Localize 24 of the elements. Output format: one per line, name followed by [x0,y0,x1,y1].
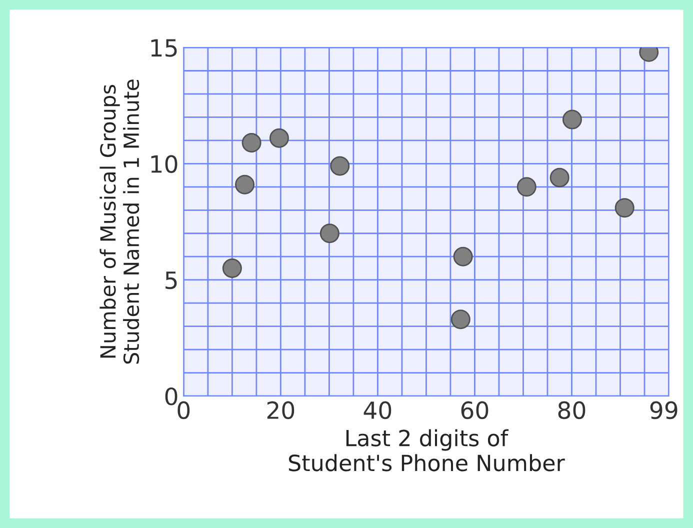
x-tick-label: 40 [364,401,392,420]
x-tick-label: 80 [558,401,586,420]
point [235,174,255,194]
y-axis-title: Number of Musical Groups Student Named in 1 Minute [100,80,140,364]
y-tick-label: 0 [165,387,178,406]
point [222,258,242,278]
y-tick-label: 5 [166,272,177,290]
y-tick-label: 10 [151,155,178,173]
x-axis-title: Last 2 digits of Student's Phone Number [288,429,565,472]
x-tick-label: 99 [650,401,678,420]
x-tick-label: 0 [178,401,190,420]
point [516,177,536,197]
point [614,198,634,218]
point [453,246,473,266]
point [320,224,340,244]
point [330,156,350,176]
point [269,128,289,148]
point [550,168,570,188]
point [562,110,582,130]
x-tick-label: 20 [267,401,294,420]
point [450,310,470,330]
y-tick-label: 15 [151,39,177,57]
point [242,133,262,153]
x-tick-label: 60 [461,401,488,420]
